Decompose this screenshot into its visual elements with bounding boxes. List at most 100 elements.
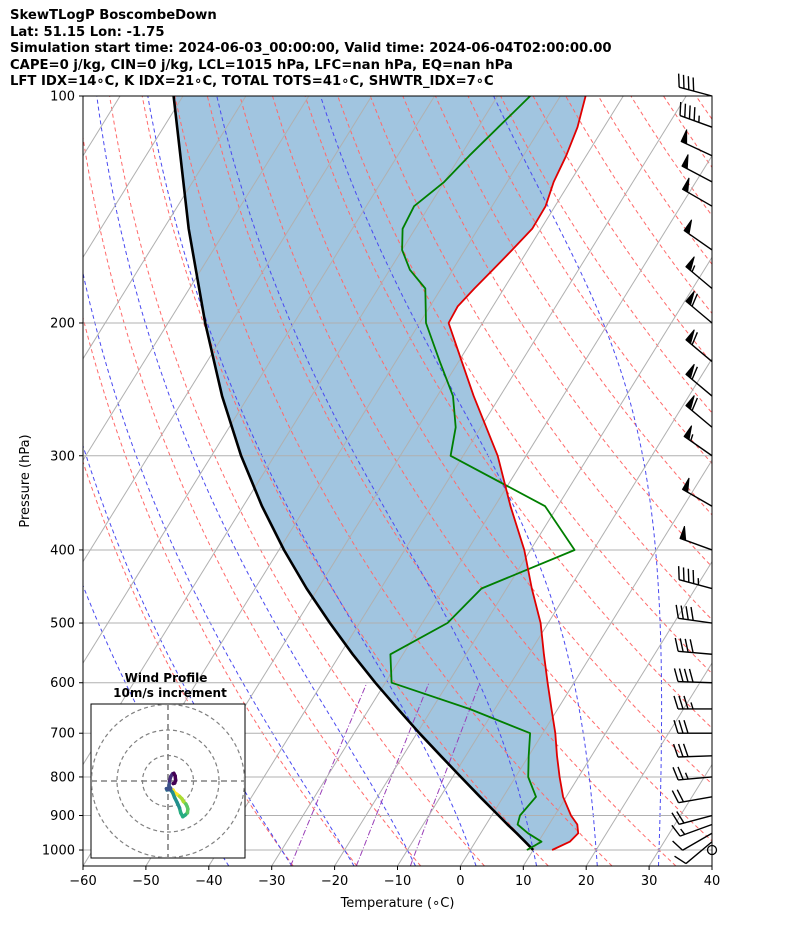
dry-adiabat (141, 96, 549, 866)
x-tick-label: −20 (321, 874, 348, 889)
isotherm (83, 96, 184, 259)
wind-barb (685, 256, 713, 290)
isotherm (83, 96, 436, 665)
wind-barb (685, 363, 713, 397)
isotherms (83, 96, 794, 866)
wind-barb (679, 525, 713, 551)
isotherm (83, 96, 373, 563)
dry-adiabat (434, 96, 712, 516)
isotherm (522, 560, 712, 866)
y-tick-label: 800 (50, 770, 75, 785)
dry-adiabat (109, 96, 485, 866)
chart-title: SkewTLogP BoscombeDown (10, 8, 217, 23)
wind-barb (681, 177, 713, 207)
wind-barb (680, 129, 713, 157)
y-tick-label: 600 (50, 676, 75, 691)
isotherm (208, 96, 687, 866)
hodograph-title-2: 10m/s increment (113, 686, 227, 700)
wind-barb (674, 841, 713, 865)
wind-barb (673, 720, 712, 734)
x-tick-label: −60 (69, 874, 96, 889)
wind-barb (673, 695, 712, 710)
wind-barb (681, 154, 713, 183)
wind-barb (683, 425, 713, 457)
wind-barb (675, 604, 713, 624)
wind-barb (683, 219, 713, 251)
moist-adiabat (783, 96, 794, 866)
wind-barb (681, 477, 713, 507)
mixing-ratio-line (355, 682, 430, 866)
isotherm (397, 357, 712, 866)
isotherm (83, 96, 247, 360)
y-tick-label: 700 (50, 727, 75, 742)
isotherm (648, 763, 712, 866)
dry-adiabat (729, 96, 794, 866)
wind-barb (673, 668, 713, 684)
wind-barbs (671, 73, 718, 865)
x-tick-label: 20 (578, 874, 595, 889)
wind-barb (679, 101, 713, 128)
y-tick-label: 900 (50, 809, 75, 824)
moist-adiabat (147, 96, 477, 866)
isotherm (775, 96, 794, 866)
isotherm (585, 662, 712, 866)
hodograph-segment (171, 781, 177, 786)
x-tick-label: 30 (641, 874, 658, 889)
dry-adiabat (695, 96, 712, 121)
x-tick-label: 0 (456, 874, 464, 889)
isotherm (83, 96, 310, 462)
dry-adiabat (83, 315, 358, 866)
isotherm (271, 154, 712, 866)
wind-barb (685, 329, 713, 363)
y-tick-label: 300 (50, 449, 75, 464)
wind-barb (671, 811, 713, 825)
hodograph-inset: Wind Profile 10m/s increment (90, 671, 246, 859)
wind-barb (672, 832, 713, 851)
dewpoint-line (389, 96, 576, 851)
wind-barb (672, 766, 713, 781)
cape-line: CAPE=0 j/kg, CIN=0 j/kg, LCL=1015 hPa, L… (10, 57, 513, 73)
mixing-ratio-line (409, 682, 481, 866)
dry-adiabat (272, 96, 712, 785)
dry-adiabat (597, 96, 712, 266)
profiles (172, 96, 587, 851)
wind-barb (671, 789, 713, 804)
wind-barb (674, 637, 713, 655)
wind-barb (685, 290, 713, 324)
wind-barb (677, 566, 713, 590)
time-line: Simulation start time: 2024-06-03_00:00:… (10, 41, 612, 57)
x-tick-label: −40 (195, 874, 222, 889)
wind-barb (677, 73, 713, 97)
wind-barb (672, 743, 713, 758)
cape-shading (173, 96, 586, 850)
mixing-ratio-lines (290, 682, 481, 866)
moist-adiabat (83, 444, 293, 866)
x-tick-label: 10 (515, 874, 532, 889)
dry-adiabat (402, 96, 712, 568)
title-block: SkewTLogP BoscombeDown Lat: 51.15 Lon: -… (10, 8, 612, 91)
dry-adiabat (304, 96, 712, 729)
dry-adiabat (369, 96, 712, 621)
y-tick-label: 500 (50, 617, 75, 632)
wind-barb (685, 395, 713, 428)
dry-adiabat (565, 96, 712, 315)
y-axis-label: Pressure (hPa) (18, 434, 33, 527)
moist-adiabat (83, 271, 355, 866)
dry-adiabat (83, 460, 294, 866)
x-tick-label: −10 (384, 874, 411, 889)
x-tick-label: −50 (132, 874, 159, 889)
hodograph-title-1: Wind Profile (125, 671, 208, 685)
moist-adiabat (720, 96, 771, 866)
parcel-path-line (172, 96, 535, 851)
index-line: LFT IDX=14∘C, K IDX=21∘C, TOTAL TOTS=41∘… (10, 74, 494, 90)
y-tick-label: 200 (50, 316, 75, 331)
dry-adiabat (206, 96, 677, 866)
isotherm (711, 865, 712, 866)
location-line: Lat: 51.15 Lon: -1.75 (10, 24, 165, 40)
wind-barb (671, 823, 713, 837)
mixing-ratio-line (290, 682, 368, 866)
y-tick-label: 400 (50, 543, 75, 558)
x-axis-label: Temperature (∘C) (340, 896, 455, 911)
temperature-line (447, 96, 587, 851)
